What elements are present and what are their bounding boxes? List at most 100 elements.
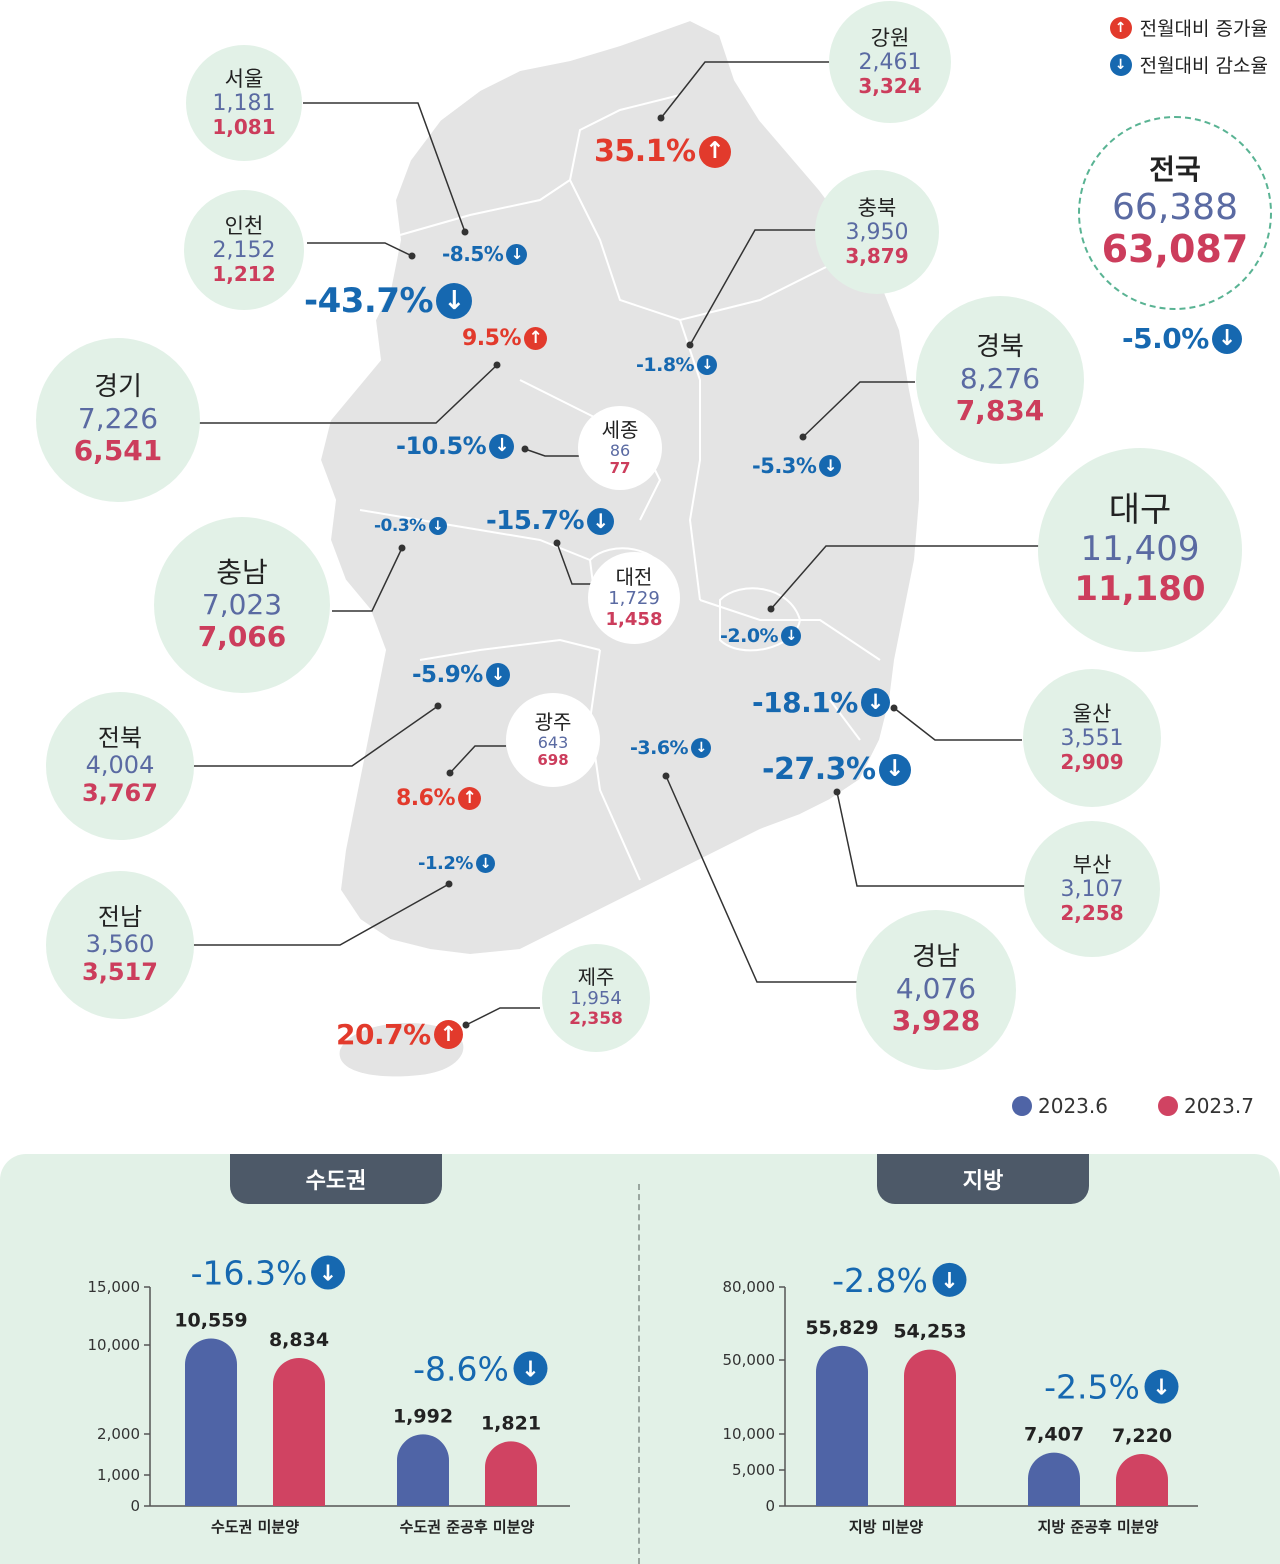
region-name: 전북 [97, 723, 143, 752]
region-june-value: 2,152 [212, 237, 276, 263]
region-june-value: 86 [609, 440, 631, 460]
arrow-down-icon: ↓ [506, 243, 528, 265]
region-name: 부산 [1072, 852, 1112, 877]
bar-july [904, 1349, 956, 1506]
arrow-down-glyph: ↓ [940, 1269, 958, 1294]
change-sejong: -10.5% ↓ [396, 432, 515, 460]
y-tick-label: 10,000 [723, 1425, 776, 1443]
region-july-value: 1,081 [212, 115, 276, 140]
bubble-gyeonggi: 경기 7,226 6,541 [36, 338, 200, 502]
region-june-value: 643 [537, 732, 569, 752]
region-name: 경북 [976, 331, 1024, 362]
category-label: 지방 준공후 미분양 [1038, 1518, 1159, 1536]
region-july-value: 7,834 [955, 393, 1045, 427]
region-name: 강원 [870, 25, 910, 50]
arrow-down-icon: ↓ [485, 663, 510, 687]
bar-june [816, 1345, 868, 1506]
change-percent-label: -2.8% [832, 1261, 928, 1300]
bar-charts: 0 1,000 2,000 10,000 15,000 수도권 미분양 10,559 8,83… [88, 1254, 1198, 1536]
region-name: 광주 [534, 709, 572, 734]
arrow-up-icon: ↑ [524, 327, 548, 350]
year-legend: 2023.6 2023.7 [1012, 1094, 1254, 1118]
y-tick-label: 1,000 [97, 1466, 140, 1484]
bubble-gyeongbuk: 경북 8,276 7,834 [916, 296, 1084, 464]
category-label: 지방 미분양 [849, 1518, 923, 1536]
region-july-value: 3,928 [891, 1003, 981, 1037]
region-name: 제주 [577, 965, 615, 990]
bubble-gwangju: 광주 643 698 [506, 693, 600, 787]
region-june-value: 4,004 [85, 751, 155, 780]
region-july-value: 3,324 [858, 74, 922, 99]
legend-decrease: ↓ 전월대비 감소율 [1109, 51, 1268, 78]
region-name: 전남 [97, 902, 143, 931]
region-june-value: 2,461 [858, 49, 922, 75]
region-july-value: 1,458 [605, 608, 663, 630]
change-gyeongnam: -3.6% ↓ [630, 737, 712, 759]
region-june-value: 3,551 [1060, 725, 1124, 751]
arrow-down-icon: ↓ [587, 507, 614, 535]
arrow-up-icon: ↑ [698, 135, 731, 168]
change-percent-label: -2.5% [1044, 1368, 1140, 1407]
leader-dots [398, 114, 898, 1029]
arrow-up-icon: ↑ [458, 787, 482, 810]
bubble-chungbuk: 충북 3,950 3,879 [815, 170, 939, 294]
province-borders [359, 94, 881, 881]
change-value: 20.7% [336, 1018, 431, 1051]
change-value: -5.9% [412, 662, 483, 688]
bubble-jeonnam: 전남 3,560 3,517 [46, 871, 194, 1019]
bubble-sejong: 세종 86 77 [578, 406, 662, 490]
local-title-text: 지방 [962, 1169, 1004, 1194]
change-value: -18.1% [752, 686, 858, 719]
bubble-jeonbuk: 전북 4,004 3,767 [46, 692, 194, 840]
arrow-down-icon: ↓ [428, 517, 447, 535]
region-june-value: 4,076 [895, 971, 977, 1005]
national-name: 전국 [1149, 153, 1201, 187]
change-gyeonggi: 9.5% ↑ [462, 326, 548, 351]
region-june-value: 1,181 [212, 90, 276, 116]
change-value: -3.6% [630, 737, 689, 759]
arrow-down-icon: ↓ [781, 626, 802, 646]
legend-increase-label: 전월대비 증가율 [1139, 18, 1268, 40]
arrow-down-icon: ↓ [475, 854, 495, 873]
bubble-chungnam: 충남 7,023 7,066 [154, 517, 330, 693]
bubble-daegu: 대구 11,409 11,180 [1038, 448, 1242, 652]
change-percent-label: -16.3% [191, 1254, 308, 1293]
bar-value-label: 1,992 [393, 1405, 453, 1427]
change-ulsan: -18.1% ↓ [752, 686, 890, 719]
legend-june-label: 2023.6 [1038, 1094, 1108, 1118]
arrow-down-icon: ↓ [860, 688, 890, 717]
change-gwangju: 8.6% ↑ [396, 786, 482, 811]
arrow-down-icon: ↓ [691, 738, 712, 758]
region-july-value: 2,258 [1060, 901, 1124, 926]
bar-value-label: 7,407 [1024, 1424, 1084, 1446]
bar-value-label: 54,253 [893, 1321, 966, 1343]
category-label: 수도권 준공후 미분양 [400, 1518, 535, 1536]
change-value: -27.3% [762, 752, 876, 787]
change-chungnam: -0.3% ↓ [374, 516, 447, 536]
change-legend: ↑ 전월대비 증가율 ↓ 전월대비 감소율 [1109, 14, 1268, 88]
bar-value-label: 10,559 [174, 1310, 247, 1332]
bar-value-label: 7,220 [1112, 1425, 1172, 1447]
region-name: 충북 [857, 195, 897, 220]
region-july-value: 3,879 [845, 244, 909, 269]
change-value: -43.7% [304, 281, 434, 321]
capital-panel-title: 수도권 [230, 1154, 442, 1204]
y-tick-label: 10,000 [88, 1336, 141, 1354]
region-name: 대전 [615, 564, 653, 589]
bar-july [1116, 1454, 1168, 1506]
bar-value-label: 55,829 [805, 1317, 878, 1339]
region-july-value: 7,066 [197, 620, 287, 654]
bubble-jeju: 제주 1,954 2,358 [542, 944, 650, 1052]
change-value: -15.7% [486, 506, 585, 536]
legend-increase: ↑ 전월대비 증가율 [1109, 14, 1268, 41]
change-value: -1.2% [418, 853, 473, 874]
bubble-ulsan: 울산 3,551 2,909 [1023, 669, 1161, 807]
region-name: 경남 [912, 941, 960, 972]
arrow-down-icon [932, 1262, 967, 1297]
change-busan: -27.3% ↓ [762, 752, 911, 787]
arrow-down-icon [1144, 1369, 1179, 1404]
region-july-value: 2,358 [569, 1009, 623, 1030]
region-june-value: 7,023 [201, 587, 283, 621]
region-june-value: 3,560 [85, 930, 155, 959]
arrow-down-icon: ↓ [436, 283, 473, 319]
